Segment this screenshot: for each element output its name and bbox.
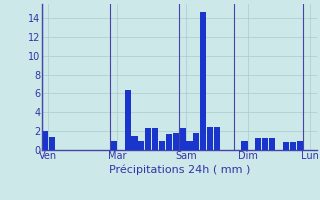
Bar: [207, 127, 213, 150]
Bar: [42, 131, 48, 150]
Bar: [132, 136, 138, 150]
Bar: [297, 141, 303, 150]
Bar: [124, 90, 131, 150]
Bar: [269, 138, 275, 150]
Bar: [255, 138, 261, 150]
Bar: [138, 141, 144, 150]
Bar: [200, 12, 206, 150]
Bar: [159, 141, 165, 150]
Bar: [173, 133, 179, 150]
Bar: [290, 142, 296, 150]
Bar: [193, 133, 199, 150]
Bar: [187, 141, 193, 150]
Bar: [166, 134, 172, 150]
Bar: [49, 137, 55, 150]
Bar: [152, 128, 158, 150]
Bar: [283, 142, 289, 150]
Bar: [180, 128, 186, 150]
Bar: [262, 138, 268, 150]
X-axis label: Précipitations 24h ( mm ): Précipitations 24h ( mm ): [108, 164, 250, 175]
Bar: [111, 141, 117, 150]
Bar: [214, 127, 220, 150]
Bar: [145, 128, 151, 150]
Bar: [242, 141, 248, 150]
